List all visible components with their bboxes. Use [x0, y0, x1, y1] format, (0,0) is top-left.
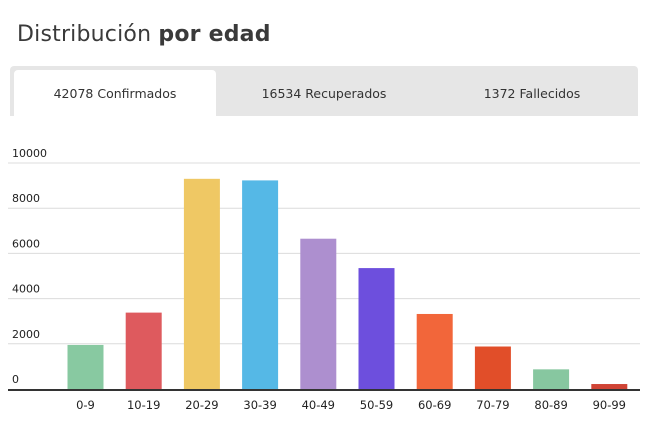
- bar-60-69: [416, 313, 453, 389]
- bar-0-9: [67, 344, 104, 389]
- y-tick-label: 10000: [12, 147, 47, 160]
- x-tick-label: 30-39: [243, 398, 276, 412]
- bar-30-39: [242, 180, 279, 389]
- y-tick-label: 6000: [12, 237, 40, 250]
- title-normal: Distribución: [17, 22, 152, 47]
- y-tick-label: 2000: [12, 328, 40, 341]
- y-tick-label: 8000: [12, 192, 40, 205]
- title-bold: por edad: [158, 22, 271, 47]
- bar-50-59: [358, 268, 395, 389]
- x-tick-label: 70-79: [476, 398, 509, 412]
- chart-title: Distribución por edad: [17, 22, 271, 47]
- tab-fallecidos[interactable]: 1372 Fallecidos: [483, 85, 581, 101]
- tab-recuperados[interactable]: 16534 Recuperados: [261, 85, 387, 101]
- bar-90-99: [591, 384, 628, 389]
- y-tick-label: 4000: [12, 283, 40, 296]
- tab-bar: 42078 Confirmados 16534 Recuperados 1372…: [10, 66, 638, 116]
- bar-80-89: [533, 369, 570, 389]
- x-tick-label: 20-29: [185, 398, 218, 412]
- bar-70-79: [474, 346, 511, 389]
- x-tick-label: 10-19: [127, 398, 160, 412]
- bar-20-29: [183, 178, 220, 389]
- x-tick-label: 50-59: [360, 398, 393, 412]
- x-tick-label: 80-89: [534, 398, 567, 412]
- tab-confirmados[interactable]: 42078 Confirmados: [14, 70, 216, 116]
- x-tick-label: 40-49: [302, 398, 335, 412]
- y-tick-label: 0: [12, 373, 19, 386]
- bar-40-49: [300, 238, 337, 389]
- bar-10-19: [125, 312, 162, 389]
- x-tick-label: 60-69: [418, 398, 451, 412]
- x-tick-label: 0-9: [76, 398, 95, 412]
- x-tick-label: 90-99: [593, 398, 626, 412]
